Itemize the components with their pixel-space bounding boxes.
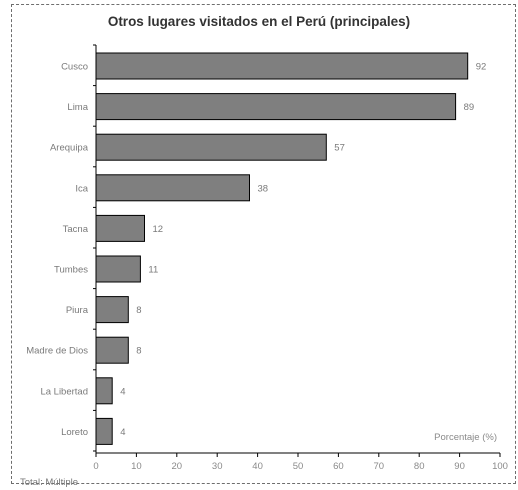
bar-tacna — [95, 214, 145, 242]
value-label: 11 — [148, 265, 158, 276]
value-label: 92 — [476, 62, 487, 73]
category-label: Tacna — [63, 224, 89, 235]
value-label: 38 — [258, 183, 269, 194]
x-axis-title: Porcentaje (%) — [434, 432, 497, 443]
category-label: Loreto — [61, 427, 88, 438]
x-tick-label: 0 — [93, 461, 98, 472]
category-label: Madre de Dios — [26, 346, 88, 357]
category-label: Ica — [75, 183, 88, 194]
value-label: 89 — [464, 102, 475, 113]
chart-frame — [11, 4, 516, 484]
bar-tumbes — [95, 255, 141, 283]
bar-la-libertad — [95, 377, 113, 405]
x-tick-label: 80 — [414, 461, 425, 472]
bar-ica — [95, 174, 250, 202]
bar-lima — [95, 93, 457, 121]
value-label: 4 — [120, 427, 125, 438]
x-tick-label: 50 — [293, 461, 304, 472]
category-label: Tumbes — [54, 265, 88, 276]
bar-loreto — [95, 417, 113, 445]
x-tick-label: 60 — [333, 461, 344, 472]
bar-cusco — [95, 52, 469, 80]
category-label: Cusco — [61, 62, 88, 73]
bar-arequipa — [95, 133, 327, 161]
category-label: Piura — [66, 305, 89, 316]
category-label: Lima — [67, 102, 88, 113]
x-tick-label: 20 — [172, 461, 183, 472]
footnote: Total: Múltiple — [20, 477, 79, 488]
bar-madre-de-dios — [95, 336, 129, 364]
value-label: 8 — [136, 346, 141, 357]
x-tick-label: 90 — [454, 461, 465, 472]
x-tick-label: 10 — [131, 461, 142, 472]
value-label: 8 — [136, 305, 141, 316]
value-label: 57 — [334, 143, 345, 154]
x-tick-label: 70 — [374, 461, 385, 472]
x-tick-label: 40 — [252, 461, 263, 472]
chart-title: Otros lugares visitados en el Perú (prin… — [107, 14, 411, 29]
x-tick-label: 30 — [212, 461, 223, 472]
category-label: La Libertad — [40, 386, 88, 397]
category-label: Arequipa — [50, 143, 89, 154]
value-label: 4 — [120, 386, 125, 397]
value-label: 12 — [153, 224, 164, 235]
bar-piura — [95, 296, 129, 324]
x-tick-label: 100 — [492, 461, 508, 472]
